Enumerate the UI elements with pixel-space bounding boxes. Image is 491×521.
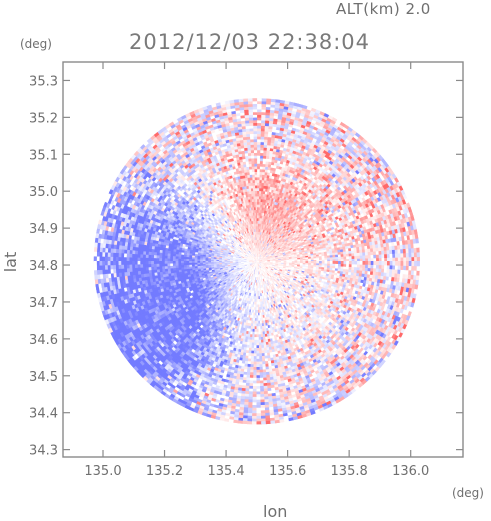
x-axis-unit: (deg): [452, 486, 484, 500]
radar-cell: [289, 260, 293, 263]
radar-cell: [272, 260, 277, 263]
altitude-label: ALT(km) 2.0: [336, 0, 431, 18]
datetime-title: 2012/12/03 22:38:04: [129, 30, 371, 54]
radar-cell: [280, 260, 285, 263]
radar-cell: [299, 260, 304, 264]
radar-cell: [302, 260, 307, 264]
x-axis-label: lon: [263, 502, 288, 521]
radar-cell: [294, 260, 298, 263]
radar-cell: [308, 260, 312, 264]
radar-cell: [291, 260, 296, 263]
radar-cell: [313, 260, 317, 264]
y-axis-unit: (deg): [20, 37, 52, 51]
radar-cell: [278, 260, 282, 263]
radar-cell: [297, 260, 301, 263]
radar-cell: [283, 260, 288, 263]
radar-cell: [286, 260, 290, 263]
radar-cell: [270, 260, 274, 263]
radar-cell: [305, 260, 309, 264]
radar-cell: [310, 260, 315, 264]
radar-cell: [275, 260, 279, 263]
